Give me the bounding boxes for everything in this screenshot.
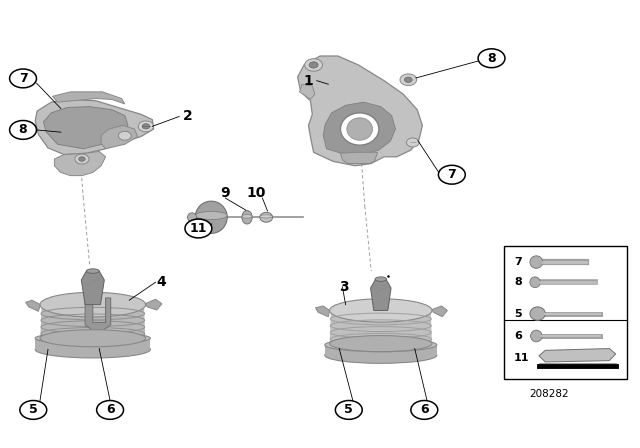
Text: 5: 5 xyxy=(514,309,522,319)
Text: 4: 4 xyxy=(157,275,166,289)
Polygon shape xyxy=(85,298,111,331)
FancyBboxPatch shape xyxy=(35,338,150,349)
Text: 6: 6 xyxy=(420,403,429,417)
Circle shape xyxy=(97,401,124,419)
Polygon shape xyxy=(44,107,128,149)
Circle shape xyxy=(142,124,150,129)
Ellipse shape xyxy=(188,213,196,222)
Text: 5: 5 xyxy=(344,403,353,417)
Ellipse shape xyxy=(195,211,227,220)
Circle shape xyxy=(79,157,85,161)
Text: 6: 6 xyxy=(514,331,522,341)
Circle shape xyxy=(138,121,154,132)
Circle shape xyxy=(185,219,212,238)
Polygon shape xyxy=(371,279,391,310)
Text: 8: 8 xyxy=(19,123,28,137)
Ellipse shape xyxy=(530,277,540,288)
Text: 11: 11 xyxy=(514,353,529,363)
Text: 6: 6 xyxy=(106,403,115,417)
Polygon shape xyxy=(81,271,104,305)
Polygon shape xyxy=(340,152,378,164)
Text: 8: 8 xyxy=(514,277,522,287)
Polygon shape xyxy=(35,99,154,155)
Polygon shape xyxy=(40,305,145,338)
Ellipse shape xyxy=(35,341,150,358)
Ellipse shape xyxy=(195,201,227,233)
Polygon shape xyxy=(26,300,40,311)
Ellipse shape xyxy=(40,293,146,317)
Ellipse shape xyxy=(86,269,99,273)
Circle shape xyxy=(75,154,89,164)
FancyBboxPatch shape xyxy=(324,344,436,355)
Polygon shape xyxy=(330,310,432,344)
Circle shape xyxy=(20,401,47,419)
Ellipse shape xyxy=(530,256,543,268)
Circle shape xyxy=(404,77,412,82)
Text: 7: 7 xyxy=(514,257,522,267)
Circle shape xyxy=(10,69,36,88)
Text: 10: 10 xyxy=(246,185,266,200)
Polygon shape xyxy=(298,56,422,166)
Ellipse shape xyxy=(324,338,436,352)
Circle shape xyxy=(305,59,323,71)
Text: 11: 11 xyxy=(189,222,207,235)
Ellipse shape xyxy=(324,347,436,363)
Text: 1: 1 xyxy=(304,73,314,88)
Circle shape xyxy=(118,131,131,140)
Polygon shape xyxy=(323,102,396,155)
Circle shape xyxy=(478,49,505,68)
Polygon shape xyxy=(432,306,447,317)
Text: 5: 5 xyxy=(29,403,38,417)
Text: 7: 7 xyxy=(19,72,28,85)
Ellipse shape xyxy=(330,299,432,322)
Polygon shape xyxy=(300,84,315,99)
Ellipse shape xyxy=(35,332,150,344)
Polygon shape xyxy=(101,125,138,149)
Text: 2: 2 xyxy=(182,109,192,124)
Ellipse shape xyxy=(531,330,542,342)
Ellipse shape xyxy=(260,215,273,218)
Circle shape xyxy=(10,121,36,139)
Ellipse shape xyxy=(242,215,252,218)
Polygon shape xyxy=(52,92,125,104)
Text: 3: 3 xyxy=(339,280,349,294)
Ellipse shape xyxy=(375,277,387,281)
Polygon shape xyxy=(54,151,106,176)
Ellipse shape xyxy=(242,211,252,224)
Ellipse shape xyxy=(347,118,372,140)
Ellipse shape xyxy=(330,336,432,352)
Text: 7: 7 xyxy=(447,168,456,181)
Circle shape xyxy=(309,62,318,68)
Text: 8: 8 xyxy=(487,52,496,65)
Bar xyxy=(504,246,627,379)
Circle shape xyxy=(400,74,417,86)
Text: 208282: 208282 xyxy=(529,389,569,399)
Ellipse shape xyxy=(530,307,545,320)
Circle shape xyxy=(335,401,362,419)
Ellipse shape xyxy=(260,212,273,222)
Polygon shape xyxy=(145,299,162,310)
Circle shape xyxy=(406,138,419,147)
Text: 9: 9 xyxy=(220,185,230,200)
Ellipse shape xyxy=(340,113,379,145)
Circle shape xyxy=(438,165,465,184)
Ellipse shape xyxy=(40,330,146,347)
Polygon shape xyxy=(539,349,616,362)
Circle shape xyxy=(411,401,438,419)
Polygon shape xyxy=(316,306,330,317)
